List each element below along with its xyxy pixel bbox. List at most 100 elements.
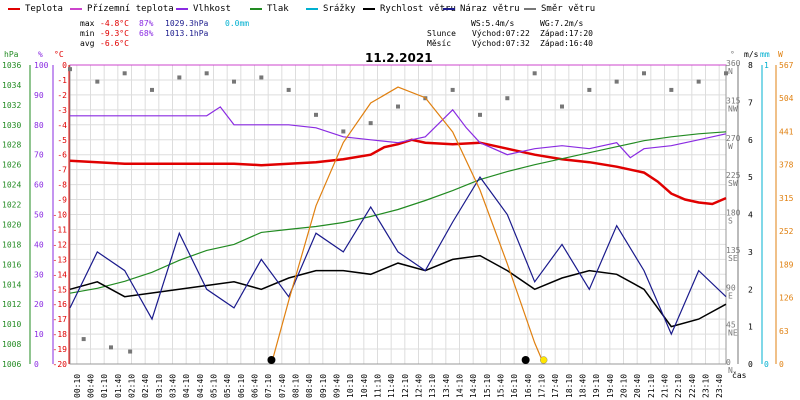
ms-tick-label: 8: [748, 61, 753, 70]
legend-label: Vlhkost: [193, 4, 231, 14]
time-tick-label: 01:40: [114, 374, 123, 398]
time-tick-label: 14:40: [469, 374, 478, 398]
time-tick-label: 03:40: [169, 374, 178, 398]
legend-swatch: [70, 7, 82, 10]
ms-unit: m/s: [744, 50, 759, 59]
pct-tick-label: 80: [34, 121, 44, 130]
temp-tick-label: -8: [57, 181, 67, 190]
w-tick-label: 315: [779, 194, 794, 203]
time-tick-label: 17:40: [551, 374, 560, 398]
hpa-tick-label: 1036: [2, 61, 21, 70]
hpa-tick-label: 1024: [2, 181, 21, 190]
direction-point: [450, 87, 455, 92]
pct-tick-label: 70: [34, 151, 44, 160]
w-tick-label: 189: [779, 260, 794, 269]
time-tick-label: 04:40: [196, 374, 205, 398]
temp-tick-label: -11: [53, 225, 68, 234]
legend-label: Teplota: [25, 4, 63, 14]
time-tick-label: 21:10: [647, 374, 656, 398]
pct-tick-label: 50: [34, 211, 44, 220]
rise-times: Východ:07:22 Východ:07:32: [472, 29, 530, 49]
direction-point: [560, 104, 564, 109]
time-tick-label: 05:40: [223, 374, 232, 398]
legend-item: Teplota: [8, 4, 63, 18]
dir-tick-deg: 360: [726, 59, 741, 68]
direction-point: [587, 87, 592, 92]
time-tick-label: 00:40: [87, 374, 96, 398]
temp-tick-label: -1: [57, 76, 67, 85]
direction-point: [669, 87, 674, 92]
legend-swatch: [8, 7, 20, 10]
stat-min-press: 1013.1hPa: [165, 29, 209, 38]
series-slunce: [270, 86, 545, 365]
time-tick-label: 10:10: [346, 374, 355, 398]
hpa-tick-label: 1028: [2, 141, 21, 150]
legend-item: Vlhkost: [176, 4, 231, 18]
w-tick-label: 441: [779, 127, 794, 136]
stat-min-hum: 68%: [139, 29, 154, 38]
moonset-marker: [521, 356, 530, 364]
stats-pressure: 1029.3hPa 1013.1hPa: [165, 19, 208, 39]
time-tick-label: 06:10: [237, 374, 246, 398]
dir-tick-deg: 90: [726, 283, 736, 292]
degc-unit: °C: [54, 50, 64, 59]
sun-label: Slunce: [427, 29, 456, 38]
time-tick-label: 20:40: [633, 374, 642, 398]
temp-tick-label: -20: [53, 360, 68, 369]
hpa-tick-label: 1012: [2, 300, 21, 309]
time-tick-label: 04:10: [182, 374, 191, 398]
ms-tick-label: 4: [748, 211, 753, 220]
direction-point: [314, 112, 318, 117]
time-tick-label: 19:10: [592, 374, 601, 398]
time-tick-label: 20:10: [620, 374, 629, 398]
w-tick-label: 378: [779, 161, 794, 170]
time-tick-label: 23:10: [702, 374, 711, 398]
temp-tick-label: -14: [53, 270, 68, 279]
dir-tick-deg: 180: [726, 209, 741, 218]
ms-tick-label: 5: [748, 173, 753, 182]
pct-tick-label: 60: [34, 181, 44, 190]
stat-max-label: max: [80, 19, 95, 28]
w-tick-label: 63: [779, 327, 789, 336]
mm-tick-label: 0: [764, 360, 769, 369]
direction-point: [642, 71, 646, 76]
sunset-marker: [539, 356, 548, 364]
time-tick-label: 19:40: [606, 374, 615, 398]
direction-point: [478, 112, 482, 117]
stat-min-label: min: [80, 29, 95, 38]
time-tick-label: 08:10: [292, 374, 301, 398]
dir-tick-deg: 225: [726, 171, 741, 180]
wg-value: WG:7.2m/s: [540, 19, 584, 28]
pct-tick-label: 20: [34, 300, 44, 309]
pct-tick-label: 30: [34, 270, 44, 279]
temp-tick-label: -15: [53, 285, 68, 294]
direction-point: [109, 345, 113, 350]
temp-tick-label: -5: [57, 136, 67, 145]
time-tick-label: 09:10: [319, 374, 328, 398]
w-unit: W: [778, 50, 783, 59]
stat-max-hum: 87%: [139, 19, 154, 28]
sunrise-marker: [267, 356, 276, 364]
direction-point: [396, 104, 400, 109]
direction-point: [204, 71, 209, 76]
temp-tick-label: -2: [57, 91, 67, 100]
stats-humidity: 87% 68%: [139, 19, 153, 39]
direction-point: [95, 79, 100, 84]
ms-tick-label: 7: [748, 98, 753, 107]
time-tick-label: 23:40: [715, 374, 724, 398]
legend-swatch: [443, 7, 455, 10]
dir-tick-deg: 135: [726, 246, 741, 255]
hpa-tick-label: 1014: [2, 280, 21, 289]
time-tick-label: 11:40: [387, 374, 396, 398]
sun-moon-labels: WS:5.4m/s Slunce Měsíc: [427, 19, 514, 49]
direction-point: [128, 349, 133, 354]
legend-label: Směr větru: [541, 4, 596, 14]
pct-tick-label: 40: [34, 240, 44, 249]
time-tick-label: 12:10: [401, 374, 410, 398]
time-axis-label: čas: [732, 370, 747, 380]
hpa-tick-label: 1018: [2, 240, 21, 249]
legend-swatch: [363, 7, 375, 10]
direction-point: [68, 67, 72, 72]
ms-tick-label: 6: [748, 136, 753, 145]
time-tick-label: 15:10: [483, 374, 492, 398]
